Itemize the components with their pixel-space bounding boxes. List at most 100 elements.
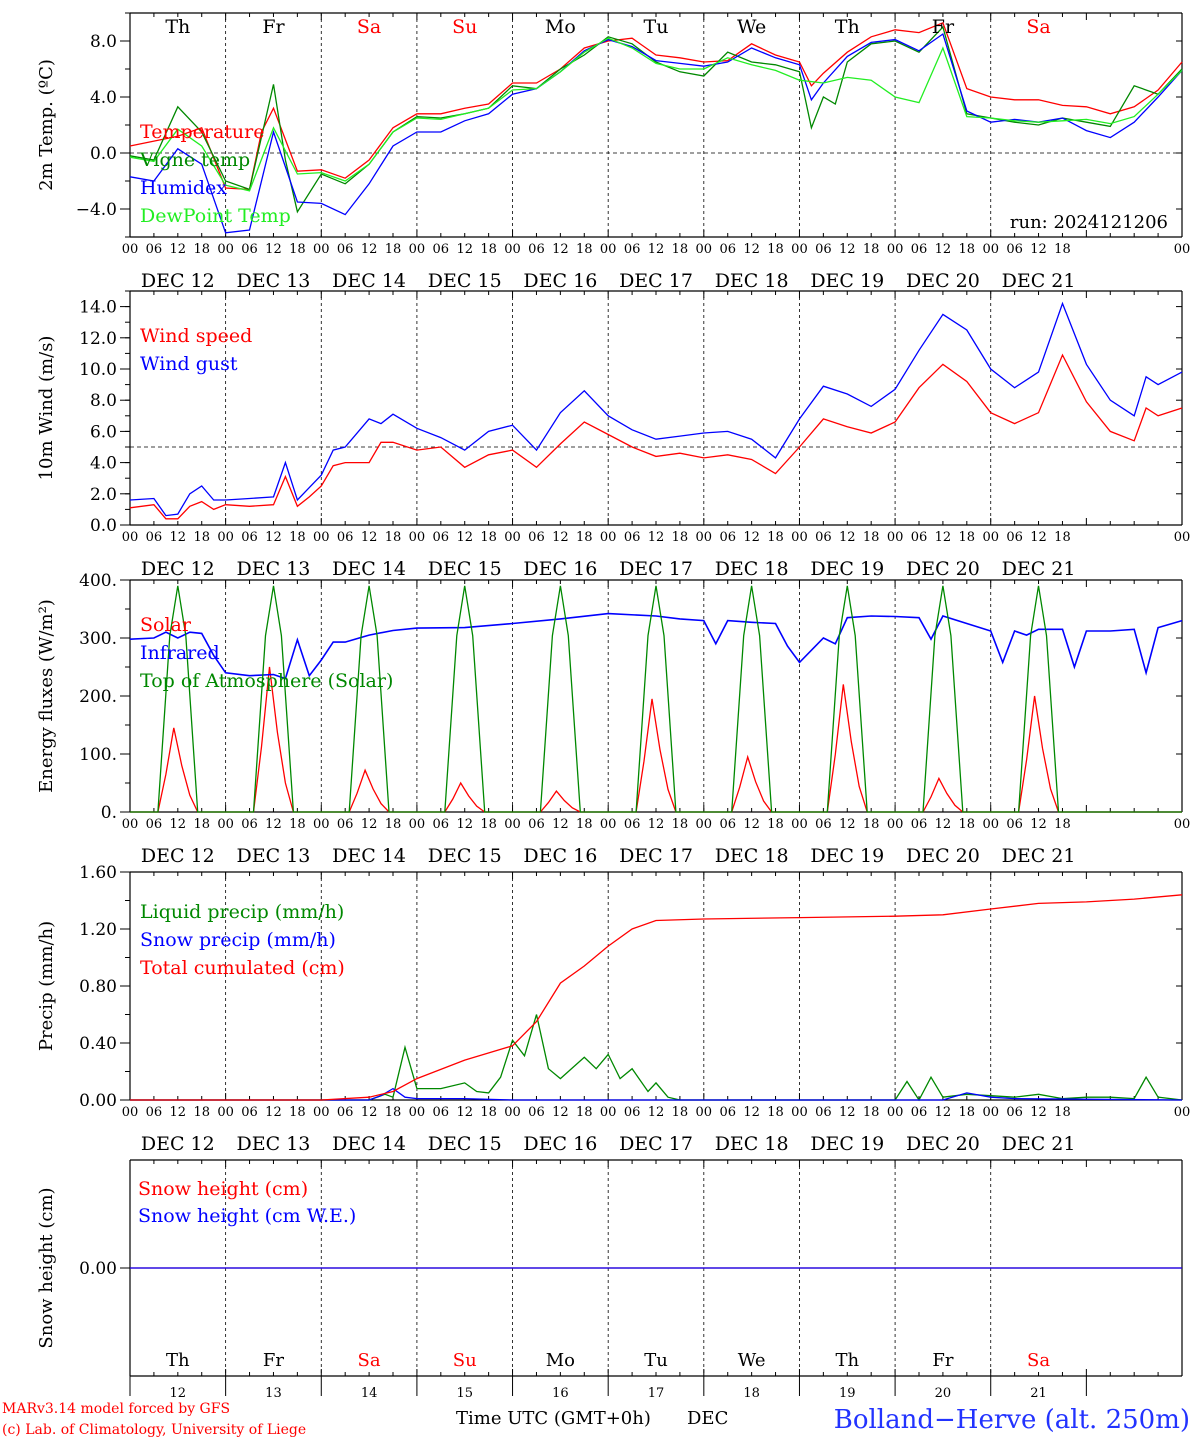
y-tick-label: 100.: [79, 745, 117, 765]
y-tick-label: 300.: [79, 629, 117, 649]
hour-tick-label: 18: [385, 1105, 402, 1120]
date-label: DEC 18: [715, 1133, 789, 1155]
hour-tick-label: 06: [815, 1105, 832, 1120]
hour-tick-label: 12: [839, 530, 856, 545]
hour-tick-label: 18: [1054, 242, 1071, 257]
run-label: run: 2024121206: [1010, 212, 1168, 233]
hour-tick-label: 00: [982, 242, 999, 257]
day-number-label: 17: [648, 1386, 665, 1401]
panel-wind: [120, 290, 1183, 526]
hour-tick-label: 12: [1030, 817, 1047, 832]
weekday-label: Th: [835, 16, 860, 38]
weekday-label: Sa: [357, 16, 381, 38]
hour-tick-label: 00: [313, 817, 330, 832]
y-tick-label: 1.60: [79, 863, 117, 883]
y-tick-label: 200.: [79, 687, 117, 707]
hour-tick-label: 18: [289, 817, 306, 832]
hour-tick-label: 18: [767, 1105, 784, 1120]
hour-tick-label: 00: [982, 1105, 999, 1120]
date-label: DEC 20: [906, 558, 980, 580]
y-tick-label: 10.0: [79, 360, 117, 380]
hour-tick-label: 00: [791, 1105, 808, 1120]
date-label: DEC 16: [523, 558, 597, 580]
date-label: DEC 18: [715, 558, 789, 580]
hour-tick-label: 00: [1174, 817, 1191, 832]
hour-tick-label: 18: [672, 1105, 689, 1120]
legend-label: Wind gust: [140, 353, 238, 375]
hour-tick-label: 18: [863, 242, 880, 257]
hour-tick-label: 18: [576, 1105, 593, 1120]
legend-label: Snow height (cm): [138, 1178, 308, 1200]
y-tick-label: 2.0: [90, 485, 117, 505]
date-label: DEC 17: [619, 845, 693, 867]
weekday-label: Fr: [262, 16, 285, 38]
hour-tick-label: 18: [959, 1105, 976, 1120]
hour-tick-label: 06: [911, 1105, 928, 1120]
hour-tick-label: 18: [576, 817, 593, 832]
legend-label: Liquid precip (mm/h): [140, 901, 344, 923]
hour-tick-label: 12: [743, 817, 760, 832]
legend-label: Vigne temp: [139, 149, 250, 171]
date-label: DEC 15: [428, 845, 502, 867]
date-label: DEC 18: [715, 270, 789, 292]
hour-tick-label: 12: [361, 530, 378, 545]
day-number-label: 21: [1030, 1386, 1047, 1401]
legend-label: Humidex: [140, 177, 227, 199]
hour-tick-label: 00: [1174, 1105, 1191, 1120]
hour-tick-label: 18: [193, 817, 210, 832]
date-label: DEC 14: [332, 845, 406, 867]
weekday-label: Fr: [263, 1350, 284, 1371]
hour-tick-label: 12: [1030, 530, 1047, 545]
hour-tick-label: 12: [743, 530, 760, 545]
hour-tick-label: 12: [552, 530, 569, 545]
day-number-label: 16: [552, 1386, 569, 1401]
hour-tick-label: 00: [504, 1105, 521, 1120]
day-number-label: 12: [170, 1386, 187, 1401]
date-label: DEC 19: [810, 558, 884, 580]
hour-tick-label: 18: [480, 242, 497, 257]
hour-tick-label: 18: [385, 530, 402, 545]
hour-tick-label: 00: [122, 817, 139, 832]
hour-tick-label: 18: [289, 530, 306, 545]
hour-tick-label: 06: [719, 242, 736, 257]
panel-precip: [120, 871, 1183, 1102]
date-label: DEC 17: [619, 1133, 693, 1155]
date-label: DEC 13: [237, 1133, 311, 1155]
credit-model: MARv3.14 model forced by GFS: [2, 1401, 230, 1417]
hour-tick-label: 12: [456, 817, 473, 832]
hour-tick-label: 06: [624, 1105, 641, 1120]
date-label: DEC 19: [810, 1133, 884, 1155]
date-label: DEC 12: [141, 845, 215, 867]
hour-tick-label: 12: [648, 242, 665, 257]
date-label: DEC 18: [715, 845, 789, 867]
hour-tick-label: 00: [122, 1105, 139, 1120]
day-number-label: 13: [265, 1386, 282, 1401]
hour-tick-label: 18: [193, 242, 210, 257]
hour-tick-label: 12: [743, 242, 760, 257]
date-label: DEC 14: [332, 1133, 406, 1155]
hour-tick-label: 18: [863, 530, 880, 545]
hour-tick-label: 00: [409, 530, 426, 545]
hour-tick-label: 12: [839, 1105, 856, 1120]
weekday-label: Th: [166, 1350, 190, 1371]
hour-tick-label: 06: [433, 530, 450, 545]
hour-tick-label: 18: [576, 242, 593, 257]
series-line-temp-2: [129, 32, 1183, 234]
hour-tick-label: 06: [241, 530, 258, 545]
hour-tick-label: 18: [289, 1105, 306, 1120]
hour-tick-label: 12: [648, 1105, 665, 1120]
hour-tick-label: 12: [743, 1105, 760, 1120]
hour-tick-label: 06: [146, 530, 163, 545]
hour-tick-label: 06: [911, 530, 928, 545]
y-tick-label: 400.: [79, 571, 117, 591]
weekday-label: Su: [453, 1350, 477, 1371]
hour-tick-label: 00: [600, 530, 617, 545]
hour-tick-label: 06: [1006, 1105, 1023, 1120]
y-axis-title: Precip (mm/h): [36, 921, 57, 1051]
date-label: DEC 19: [810, 270, 884, 292]
hour-tick-label: 06: [624, 817, 641, 832]
hour-tick-label: 18: [385, 817, 402, 832]
hour-tick-label: 06: [337, 242, 354, 257]
weekday-label: We: [737, 16, 766, 38]
weekday-label: Tu: [644, 16, 669, 38]
